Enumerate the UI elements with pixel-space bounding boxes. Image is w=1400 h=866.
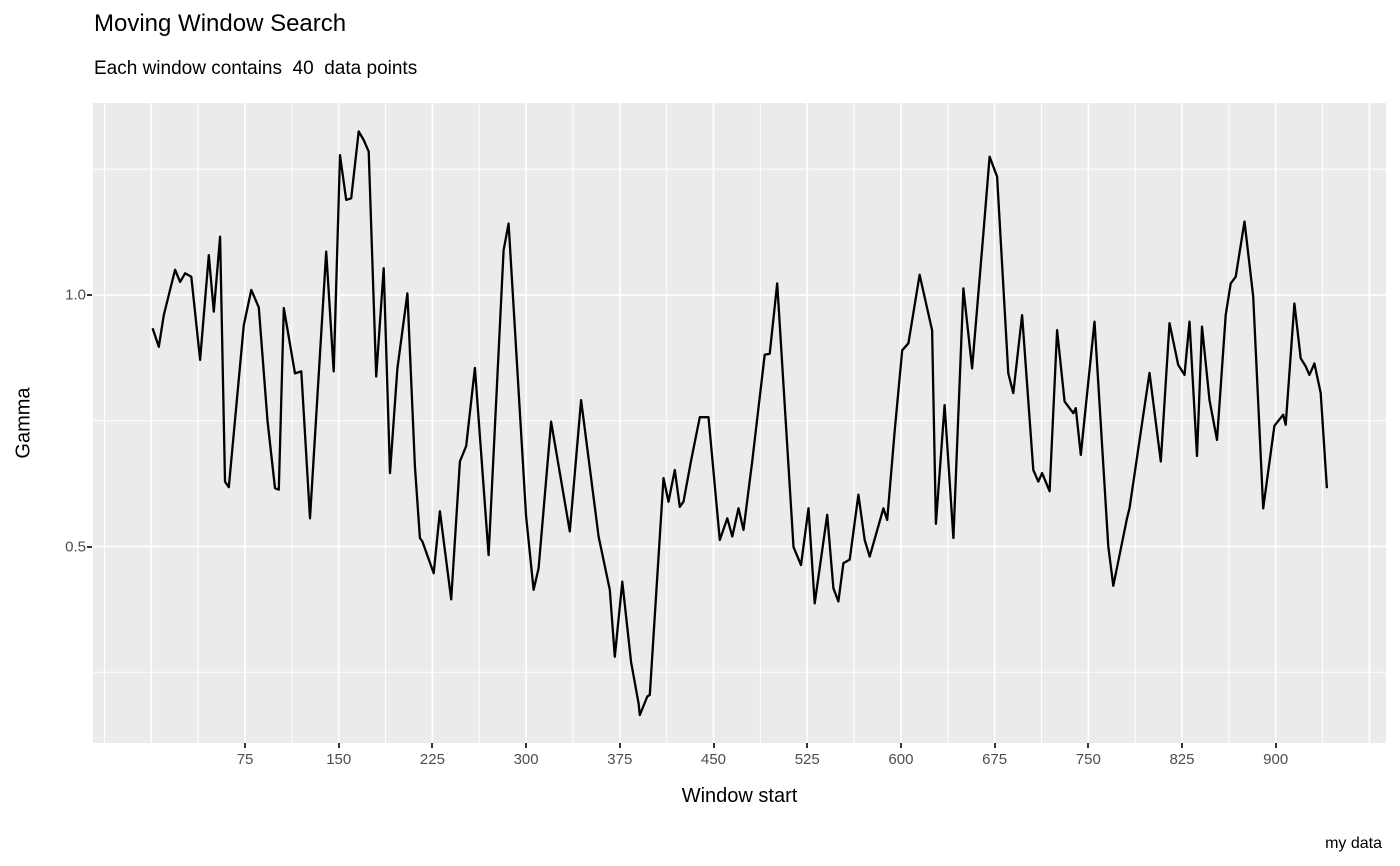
y-tick-label: 1.0 — [65, 286, 86, 304]
x-tick-mark — [993, 743, 996, 748]
x-tick-mark — [244, 743, 247, 748]
x-tick-label: 600 — [888, 751, 914, 768]
y-tick-mark — [87, 293, 92, 296]
x-tick-label: 900 — [1263, 751, 1289, 768]
x-tick-mark — [1180, 743, 1183, 748]
x-tick-label: 675 — [982, 751, 1008, 768]
x-tick-label: 750 — [1075, 751, 1101, 768]
chart-title: Moving Window Search — [94, 10, 347, 37]
x-tick-mark — [1274, 743, 1277, 748]
chart-caption: my data — [1325, 835, 1382, 852]
y-tick-mark — [87, 545, 92, 548]
line-plot-svg — [93, 103, 1386, 743]
x-tick-label: 150 — [326, 751, 352, 768]
x-tick-label: 75 — [236, 751, 254, 768]
x-tick-mark — [525, 743, 528, 748]
x-tick-label: 525 — [794, 751, 820, 768]
y-axis-title: Gamma — [12, 387, 35, 459]
x-tick-mark — [337, 743, 340, 748]
x-tick-label: 450 — [700, 751, 727, 768]
y-tick-label: 0.5 — [65, 538, 86, 556]
plot-panel — [93, 103, 1386, 743]
x-tick-mark — [712, 743, 715, 748]
x-tick-mark — [618, 743, 621, 748]
x-tick-label: 825 — [1169, 751, 1195, 768]
x-tick-label: 300 — [513, 751, 539, 768]
x-tick-mark — [899, 743, 902, 748]
x-tick-mark — [806, 743, 809, 748]
x-tick-label: 375 — [607, 751, 633, 768]
x-tick-label: 225 — [419, 751, 445, 768]
x-axis-title: Window start — [681, 785, 798, 807]
chart-subtitle: Each window contains 40 data points — [94, 58, 418, 79]
x-tick-mark — [1087, 743, 1090, 748]
x-tick-mark — [431, 743, 434, 748]
gamma-line-series — [151, 130, 1329, 717]
